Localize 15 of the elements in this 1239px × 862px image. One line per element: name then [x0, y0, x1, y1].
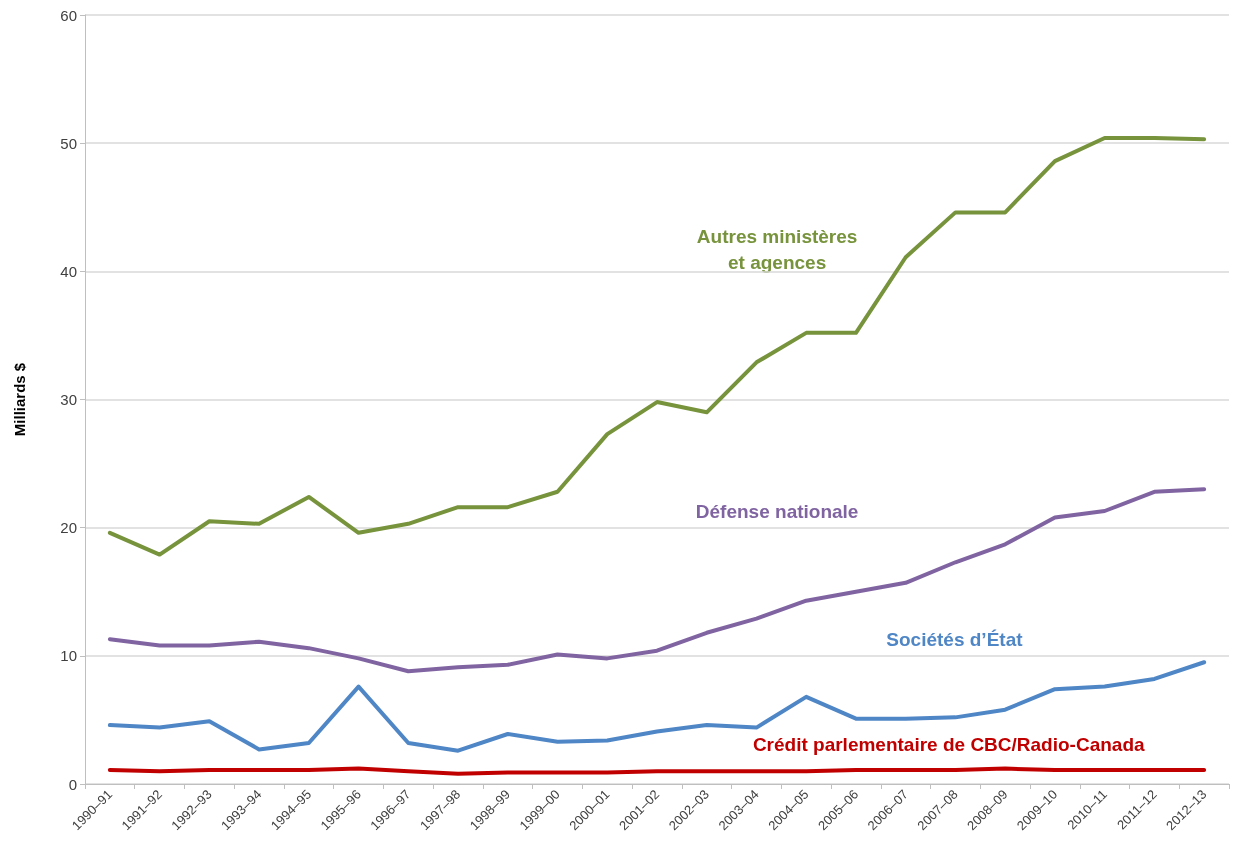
text: Défense nationale	[695, 500, 859, 522]
line-series	[107, 660, 1207, 753]
y-tick-label: 50	[60, 134, 77, 152]
y-tick-label: 20	[60, 519, 77, 537]
y-tick-label: 10	[60, 647, 77, 665]
y-tick-label: 40	[60, 262, 77, 280]
series-label: Crédit parlementaire de CBC/Radio-Canada	[752, 733, 1145, 755]
y-tick-label: 60	[60, 6, 77, 24]
y-axis-title: Milliards $	[11, 362, 28, 437]
text: Sociétés d’État	[886, 628, 1024, 650]
line-series	[107, 136, 1207, 557]
y-tick-label: 30	[60, 391, 77, 408]
y-tick-label: 0	[68, 775, 77, 793]
line-series	[107, 487, 1207, 674]
series-label: Autres ministères et agences	[696, 226, 858, 274]
